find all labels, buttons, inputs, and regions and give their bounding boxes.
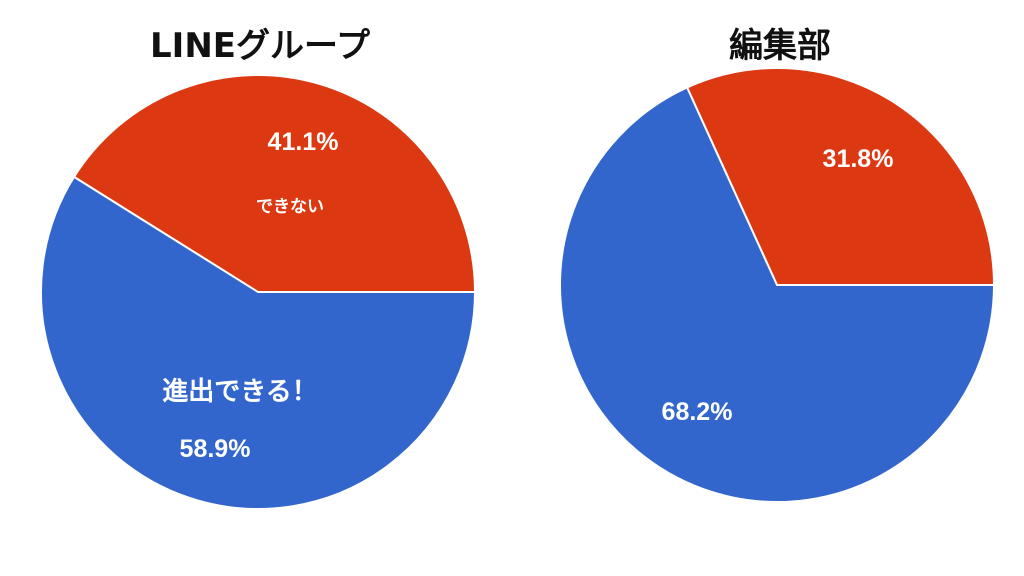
- chart-title-editorial: 編集部: [729, 26, 831, 66]
- pie-slice-blue: [559, 86, 996, 503]
- pie-slice-red: [685, 67, 996, 286]
- slice-category-label-cannot: できない: [256, 197, 324, 216]
- slice-value-label-can-advance: 58.9%: [180, 435, 251, 463]
- pie-chart-editorial: 31.8% 68.2%: [559, 67, 996, 503]
- slice-value-label-blue: 68.2%: [662, 398, 733, 426]
- slice-category-label-can-advance: 進出できる！: [162, 376, 317, 406]
- slice-value-label-cannot: 41.1%: [268, 128, 339, 156]
- pie-slice-cannot: [72, 73, 477, 293]
- pie-chart-line-group: 41.1% できない 進出できる！ 58.9%: [40, 73, 477, 510]
- chart-title-line-group: LINEグループ: [150, 26, 370, 66]
- slice-value-label-red: 31.8%: [823, 145, 894, 173]
- pie-slice-can-advance: [40, 175, 477, 510]
